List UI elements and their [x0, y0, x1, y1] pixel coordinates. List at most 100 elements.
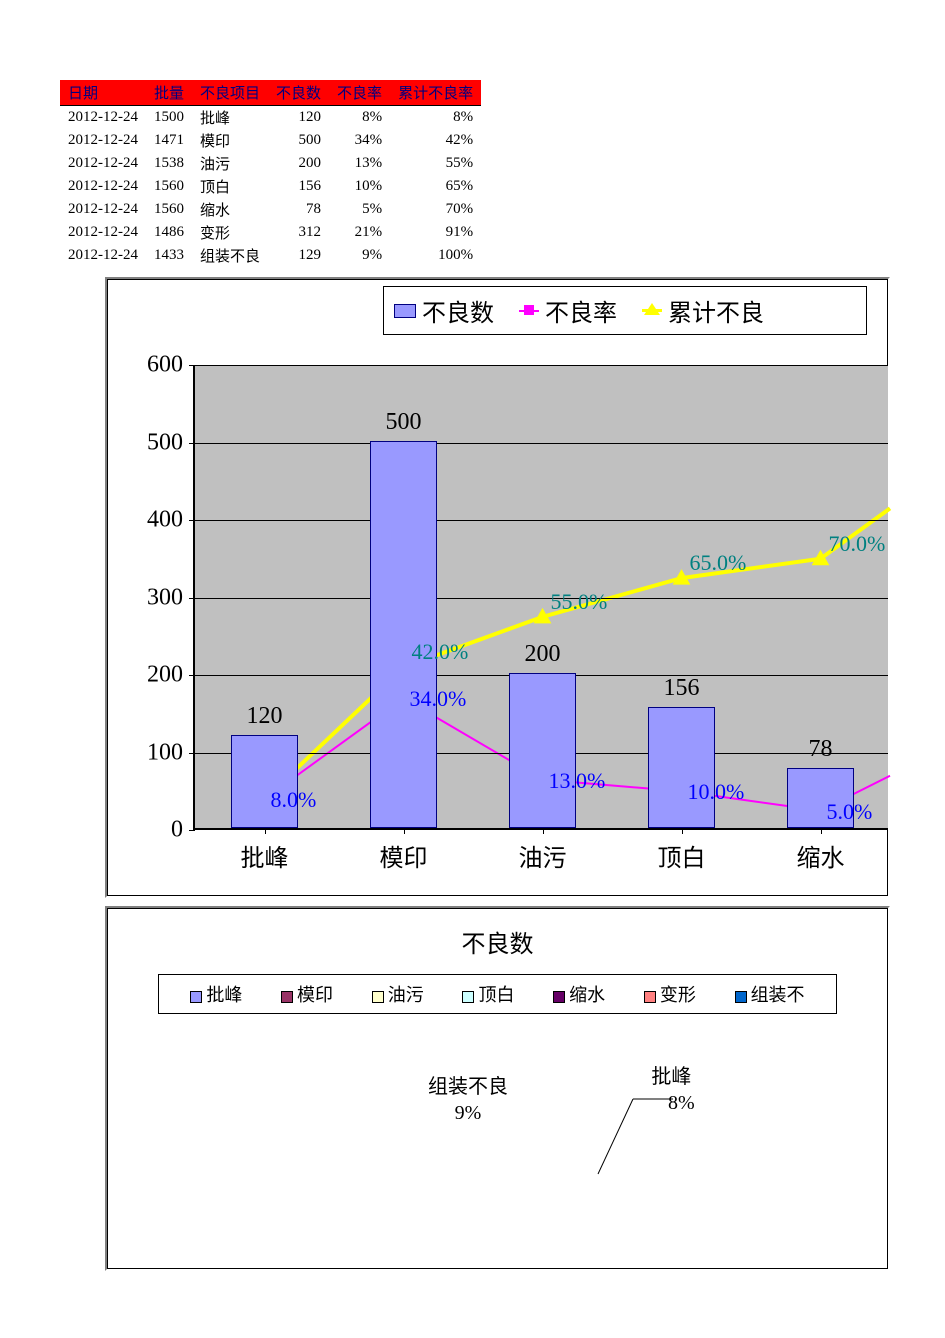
cum-data-label: 42.0% — [412, 639, 469, 665]
y-axis-label: 500 — [147, 429, 183, 456]
table-cell: 55% — [390, 152, 481, 175]
table-row: 2012-12-241560顶白15610%65% — [60, 175, 481, 198]
legend-rate: 不良率 — [519, 293, 617, 328]
ytick — [189, 365, 195, 366]
table-cell: 1500 — [146, 106, 192, 130]
bar-value-label: 78 — [809, 736, 833, 763]
col-item: 不良项目 — [192, 80, 268, 106]
cum-data-label: 65.0% — [690, 550, 747, 576]
rate-data-label: 8.0% — [271, 787, 317, 813]
table-cell: 缩水 — [192, 198, 268, 221]
legend2-item: 组装不 — [735, 981, 805, 1007]
xtick — [265, 828, 266, 834]
y-axis-label: 400 — [147, 507, 183, 534]
gridline — [195, 598, 888, 599]
legend2-item: 顶白 — [462, 981, 514, 1007]
table-cell: 1560 — [146, 198, 192, 221]
legend2-item: 变形 — [644, 981, 696, 1007]
table-cell: 1560 — [146, 175, 192, 198]
chart2-title: 不良数 — [128, 924, 867, 959]
y-axis-label: 300 — [147, 584, 183, 611]
y-axis-label: 100 — [147, 739, 183, 766]
table-cell: 10% — [329, 175, 390, 198]
legend-cum: 累计不良 — [642, 293, 764, 328]
bar — [509, 673, 576, 828]
ytick — [189, 675, 195, 676]
table-cell: 156 — [268, 175, 329, 198]
table-row: 2012-12-241560缩水785%70% — [60, 198, 481, 221]
bar-value-label: 200 — [525, 641, 561, 668]
legend-cum-label: 累计不良 — [668, 293, 764, 328]
rate-data-label: 10.0% — [688, 779, 745, 805]
legend2-swatch — [644, 991, 656, 1003]
table-row: 2012-12-241471模印50034%42% — [60, 129, 481, 152]
pie-label-area: 组装不良 9% 批峰 8% — [128, 1044, 867, 1204]
table-cell: 1538 — [146, 152, 192, 175]
cumulative-line — [265, 508, 891, 799]
table-cell: 78 — [268, 198, 329, 221]
table-cell: 120 — [268, 106, 329, 130]
chart2-legend: 批峰模印油污顶白缩水变形组装不 — [158, 974, 837, 1014]
table-cell: 2012-12-24 — [60, 198, 146, 221]
legend-bar: 不良数 — [394, 293, 494, 328]
ytick — [189, 520, 195, 521]
ytick — [189, 598, 195, 599]
table-cell: 1433 — [146, 244, 192, 267]
cum-data-label: 55.0% — [551, 589, 608, 615]
legend2-swatch — [462, 991, 474, 1003]
bar-value-label: 500 — [386, 409, 422, 436]
gridline — [195, 365, 888, 366]
y-axis-label: 0 — [171, 817, 183, 844]
table-cell: 70% — [390, 198, 481, 221]
col-batch: 批量 — [146, 80, 192, 106]
legend-rate-label: 不良率 — [545, 293, 617, 328]
xtick — [404, 828, 405, 834]
table-row: 2012-12-241486变形31221%91% — [60, 221, 481, 244]
table-cell: 油污 — [192, 152, 268, 175]
table-row: 2012-12-241433组装不良1299%100% — [60, 244, 481, 267]
table-cell: 2012-12-24 — [60, 244, 146, 267]
table-cell: 2012-12-24 — [60, 106, 146, 130]
pareto-chart: 不良数 不良率 累计不良 0100200300400500600批峰120模印5… — [105, 277, 890, 898]
pie-leader-lines — [128, 1044, 867, 1204]
rate-data-label: 13.0% — [549, 768, 606, 794]
table-cell: 2012-12-24 — [60, 175, 146, 198]
table-cell: 42% — [390, 129, 481, 152]
gridline — [195, 520, 888, 521]
xtick — [821, 828, 822, 834]
bar-value-label: 120 — [247, 703, 283, 730]
col-count: 不良数 — [268, 80, 329, 106]
table-cell: 变形 — [192, 221, 268, 244]
rate-data-label: 5.0% — [827, 799, 873, 825]
table-cell: 2012-12-24 — [60, 221, 146, 244]
table-cell: 1486 — [146, 221, 192, 244]
ytick — [189, 753, 195, 754]
legend2-swatch — [372, 991, 384, 1003]
legend2-item: 模印 — [281, 981, 333, 1007]
legend-bar-label: 不良数 — [422, 293, 494, 328]
legend2-item: 油污 — [372, 981, 424, 1007]
table-cell: 2012-12-24 — [60, 129, 146, 152]
table-cell: 200 — [268, 152, 329, 175]
bar — [648, 707, 715, 828]
bar-value-label: 156 — [664, 675, 700, 702]
col-date: 日期 — [60, 80, 146, 106]
table-cell: 2012-12-24 — [60, 152, 146, 175]
legend2-swatch — [281, 991, 293, 1003]
rate-data-label: 34.0% — [410, 686, 467, 712]
chart1-legend: 不良数 不良率 累计不良 — [383, 286, 867, 335]
table-cell: 500 — [268, 129, 329, 152]
legend2-item: 缩水 — [553, 981, 605, 1007]
y-axis-label: 600 — [147, 352, 183, 379]
table-cell: 5% — [329, 198, 390, 221]
table-cell: 9% — [329, 244, 390, 267]
table-cell: 8% — [329, 106, 390, 130]
table-cell: 模印 — [192, 129, 268, 152]
table-header-row: 日期 批量 不良项目 不良数 不良率 累计不良率 — [60, 80, 481, 106]
ytick — [189, 830, 195, 831]
pie-chart: 不良数 批峰模印油污顶白缩水变形组装不 组装不良 9% 批峰 8% — [105, 906, 890, 1271]
table-cell: 65% — [390, 175, 481, 198]
table-cell: 组装不良 — [192, 244, 268, 267]
chart1-plot: 0100200300400500600批峰120模印500油污200顶白156缩… — [128, 345, 867, 885]
legend2-swatch — [735, 991, 747, 1003]
